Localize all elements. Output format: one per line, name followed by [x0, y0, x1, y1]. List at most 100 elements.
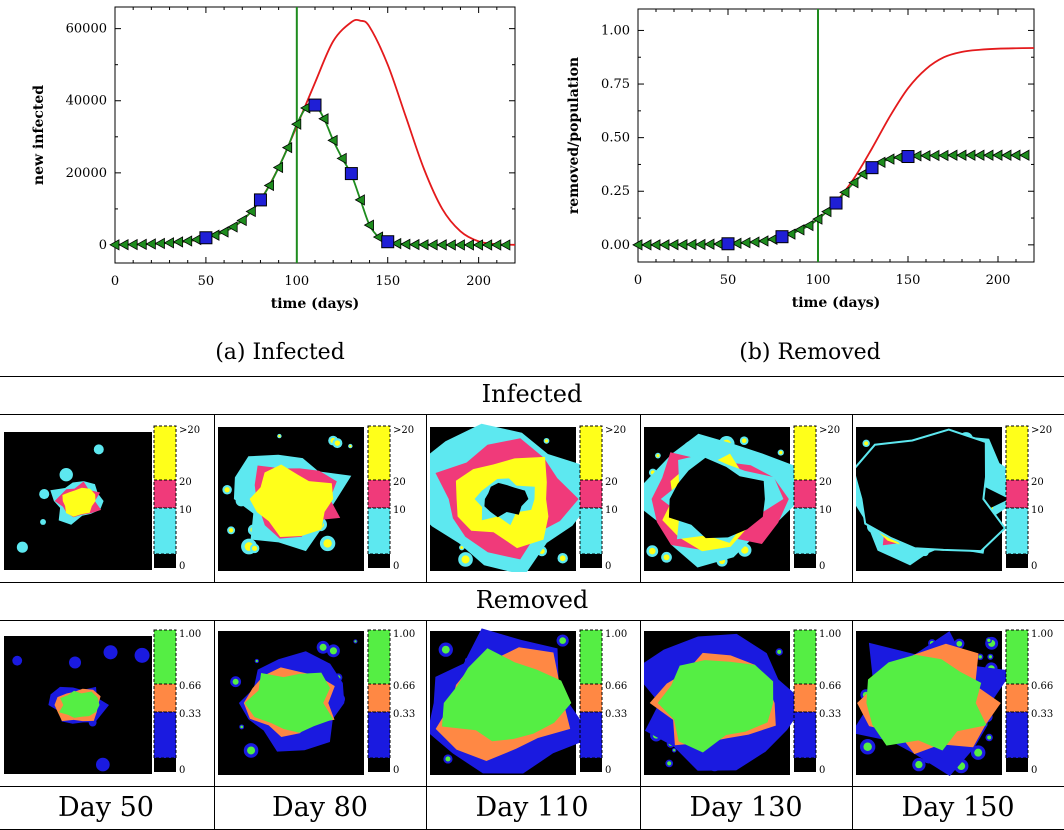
- triangle-marker: [920, 149, 931, 162]
- triangle-marker: [758, 235, 769, 247]
- spot: [96, 757, 110, 772]
- triangle-marker: [463, 239, 474, 251]
- colorbar-label: 20: [819, 477, 832, 488]
- removed-map-tile: 1.00 0.66 0.33 0: [856, 629, 1053, 776]
- colorbar-label: 10: [1031, 505, 1044, 516]
- colorbar-label: 0: [605, 561, 611, 572]
- spot-core: [741, 546, 749, 554]
- blob-inner: [866, 654, 987, 751]
- column-divider: [640, 786, 641, 829]
- colorbar-segment: [793, 425, 817, 481]
- blob-inner: [244, 672, 334, 733]
- colorbar-label: 1.00: [819, 629, 841, 640]
- caption-b: (b) Removed: [739, 340, 881, 365]
- colorbar-segment: [153, 507, 177, 555]
- triangle-marker: [839, 186, 850, 198]
- triangle-marker: [181, 235, 193, 247]
- y-tick-label: 20000: [66, 166, 107, 181]
- triangle-marker: [218, 226, 229, 238]
- triangle-marker: [956, 149, 967, 161]
- triangle-marker: [418, 239, 429, 251]
- x-axis-label: time (days): [271, 296, 360, 312]
- spot-core: [974, 748, 983, 757]
- triangle-marker: [1019, 149, 1030, 161]
- triangle-marker: [659, 239, 670, 251]
- spot-core: [915, 760, 923, 769]
- colorbar-segment: [367, 629, 391, 685]
- blob-inner: [59, 690, 100, 718]
- blob-inner: [442, 648, 572, 742]
- x-tick-label: 100: [284, 274, 309, 289]
- infected-map-tile: >20 20 10 0: [856, 425, 1052, 572]
- spot: [69, 656, 82, 669]
- triangle-marker: [336, 152, 347, 165]
- y-tick-label: 1.00: [601, 23, 630, 38]
- colorbar-segment: [1006, 758, 1028, 772]
- column-divider: [426, 414, 427, 582]
- colorbar-segment: [794, 554, 816, 568]
- rule-4: [0, 786, 1064, 787]
- x-tick-label: 150: [375, 274, 400, 289]
- colorbar-label: 0: [179, 561, 185, 572]
- y-tick-label: 0.75: [601, 77, 630, 92]
- triangle-marker: [983, 149, 994, 161]
- colorbar-label: 0: [1031, 561, 1037, 572]
- colorbar-segment: [1005, 425, 1029, 481]
- colorbar-label: 0.66: [179, 681, 201, 692]
- colorbar-segment: [579, 629, 603, 685]
- triangle-marker: [118, 239, 129, 251]
- spot-core: [656, 454, 660, 458]
- spot-core: [349, 444, 352, 448]
- y-tick-label: 0.50: [601, 131, 630, 146]
- spot-core: [461, 555, 470, 564]
- spot-core: [445, 756, 451, 762]
- triangle-marker: [227, 221, 238, 233]
- infected-map-tile: >20 20 10 0: [4, 425, 200, 572]
- spot-core: [741, 438, 747, 444]
- spot-core: [323, 539, 332, 548]
- column-divider: [852, 786, 853, 829]
- spot-core: [779, 450, 783, 455]
- y-tick-label: 40000: [66, 94, 107, 109]
- colorbar-segment: [1005, 711, 1029, 759]
- spot-core: [255, 659, 258, 663]
- colorbar-segment: [1005, 629, 1029, 685]
- square-marker: [865, 161, 879, 175]
- triangle-marker: [650, 239, 661, 251]
- spot-core: [864, 441, 869, 446]
- day-label: Day 110: [475, 792, 589, 823]
- spot: [12, 655, 23, 666]
- spot-core: [663, 554, 670, 561]
- spot-core: [777, 649, 782, 654]
- blob-inner: [249, 464, 334, 537]
- removed-chart: 0 50 100 150 200 0.00 0.25 0.50 0.75 1.00 time (da…: [566, 8, 1035, 311]
- column-divider: [214, 786, 215, 829]
- colorbar-label: 0.33: [605, 709, 627, 720]
- colorbar-segment: [368, 758, 390, 772]
- colorbar-label: 1.00: [1031, 629, 1053, 640]
- triangle-marker: [965, 149, 976, 161]
- triangle-marker: [740, 237, 751, 249]
- y-axis-label: removed/population: [566, 57, 582, 214]
- colorbar-label: >20: [1031, 425, 1052, 436]
- colorbar-segment: [153, 479, 177, 509]
- day-label: Day 150: [901, 792, 1015, 823]
- colorbar-label: 0: [179, 765, 185, 776]
- triangle-marker: [427, 239, 438, 251]
- spot: [40, 519, 46, 525]
- y-tick-label: 0.25: [601, 184, 630, 199]
- spot: [103, 645, 118, 660]
- colorbar-label: 0: [393, 765, 399, 776]
- triangle-marker: [785, 228, 796, 240]
- triangle-marker: [354, 194, 365, 206]
- colorbar-segment: [794, 758, 816, 772]
- removed-row-title: Removed: [475, 586, 589, 614]
- spot-core: [224, 487, 230, 493]
- series-line: [114, 18, 516, 246]
- colorbar-label: 20: [393, 477, 406, 488]
- triangle-marker: [677, 238, 688, 251]
- spot-core: [987, 735, 992, 740]
- triangle-marker: [731, 237, 742, 250]
- column-divider: [852, 414, 853, 582]
- square-marker: [775, 230, 789, 244]
